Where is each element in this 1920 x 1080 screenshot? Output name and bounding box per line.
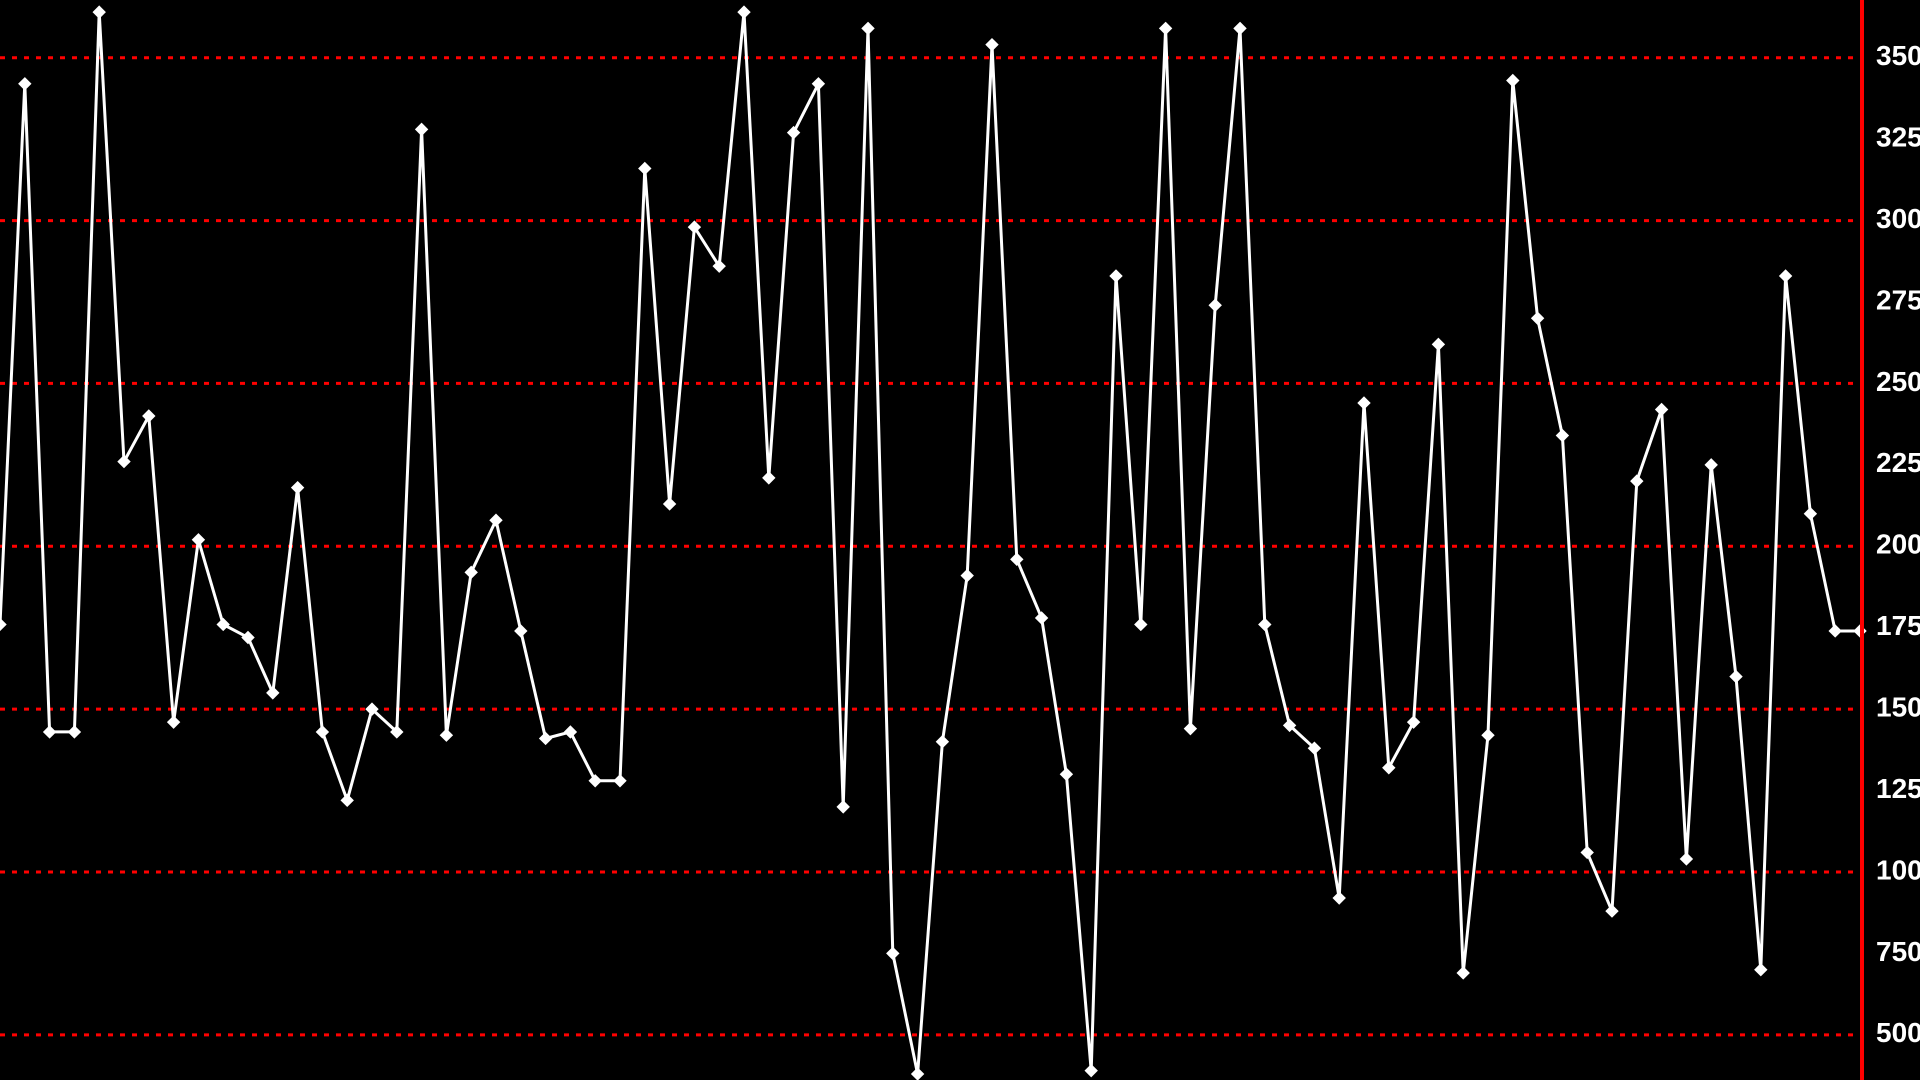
series-marker	[589, 775, 601, 787]
series-marker	[1755, 964, 1767, 976]
series-marker	[936, 736, 948, 748]
series-marker	[1556, 430, 1568, 442]
series-marker	[1730, 671, 1742, 683]
series-marker	[1532, 312, 1544, 324]
series-marker	[1631, 475, 1643, 487]
series-marker	[837, 801, 849, 813]
series-marker	[912, 1068, 924, 1080]
y-axis-tick-label: 3250	[1876, 122, 1920, 153]
y-axis-tick-label: 3000	[1876, 203, 1920, 234]
series-marker	[1581, 846, 1593, 858]
series-marker	[664, 498, 676, 510]
series-marker	[1606, 905, 1618, 917]
series-marker	[143, 410, 155, 422]
y-axis-tick-label: 1500	[1876, 692, 1920, 723]
series-line	[0, 12, 1860, 1074]
series-marker	[1383, 762, 1395, 774]
series-marker	[1829, 625, 1841, 637]
series-marker	[961, 570, 973, 582]
y-axis-tick-label: 750.0	[1876, 936, 1920, 967]
y-axis-tick-label: 2500	[1876, 366, 1920, 397]
series-marker	[267, 687, 279, 699]
series-marker	[19, 78, 31, 90]
series-marker	[763, 472, 775, 484]
series-marker	[168, 716, 180, 728]
series-marker	[1110, 270, 1122, 282]
series-marker	[1358, 397, 1370, 409]
series-marker	[887, 947, 899, 959]
series-marker	[1234, 22, 1246, 34]
series-marker	[1036, 612, 1048, 624]
y-axis-tick-label: 1000	[1876, 854, 1920, 885]
series-marker	[1457, 967, 1469, 979]
series-marker	[1408, 716, 1420, 728]
series-marker	[1259, 618, 1271, 630]
series-marker	[812, 78, 824, 90]
y-axis-tick-label: 1250	[1876, 773, 1920, 804]
y-axis-tick-label: 2750	[1876, 284, 1920, 315]
series-marker	[1705, 459, 1717, 471]
y-axis-tick-label: 1750	[1876, 610, 1920, 641]
series-marker	[1680, 853, 1692, 865]
series-marker	[490, 514, 502, 526]
series-marker	[1209, 299, 1221, 311]
series-marker	[1482, 729, 1494, 741]
series-marker	[1085, 1065, 1097, 1077]
series-markers	[0, 6, 1866, 1080]
series-marker	[242, 631, 254, 643]
y-axis-tick-label: 2000	[1876, 529, 1920, 560]
series-marker	[192, 534, 204, 546]
series-marker	[639, 162, 651, 174]
y-axis-tick-label: 2250	[1876, 447, 1920, 478]
series-marker	[1135, 618, 1147, 630]
series-marker	[118, 456, 130, 468]
series-marker	[515, 625, 527, 637]
series-marker	[440, 729, 452, 741]
series-marker	[93, 6, 105, 18]
y-axis-tick-label: 500.0	[1876, 1017, 1920, 1048]
line-chart: 500.0 750.0 1000 1250 1500 1750 2000 2250 2500 27…	[0, 0, 1920, 1080]
series-marker	[564, 726, 576, 738]
series-marker	[44, 726, 56, 738]
series-marker	[788, 127, 800, 139]
series-marker	[862, 22, 874, 34]
series-marker	[316, 726, 328, 738]
series-marker	[416, 123, 428, 135]
series-marker	[0, 618, 6, 630]
series-marker	[1333, 892, 1345, 904]
series-marker	[292, 482, 304, 494]
series-marker	[986, 39, 998, 51]
series-marker	[1507, 75, 1519, 87]
series-marker	[1656, 403, 1668, 415]
series-marker	[68, 726, 80, 738]
y-axis-labels: 500.0 750.0 1000 1250 1500 1750 2000 2250 2500 27…	[1876, 0, 1920, 1048]
series-marker	[341, 794, 353, 806]
series-marker	[1804, 508, 1816, 520]
series-marker	[614, 775, 626, 787]
y-axis-tick-label: 3500	[1876, 40, 1920, 71]
series-marker	[1011, 553, 1023, 565]
series-marker	[217, 618, 229, 630]
series-marker	[1160, 22, 1172, 34]
series-marker	[1432, 338, 1444, 350]
series-marker	[1060, 768, 1072, 780]
series-marker	[465, 566, 477, 578]
series-marker	[540, 732, 552, 744]
series-marker	[1780, 270, 1792, 282]
series-marker	[1184, 723, 1196, 735]
series-marker	[738, 6, 750, 18]
chart-svg: 500.0 750.0 1000 1250 1500 1750 2000 2250 2500 27…	[0, 0, 1920, 1080]
